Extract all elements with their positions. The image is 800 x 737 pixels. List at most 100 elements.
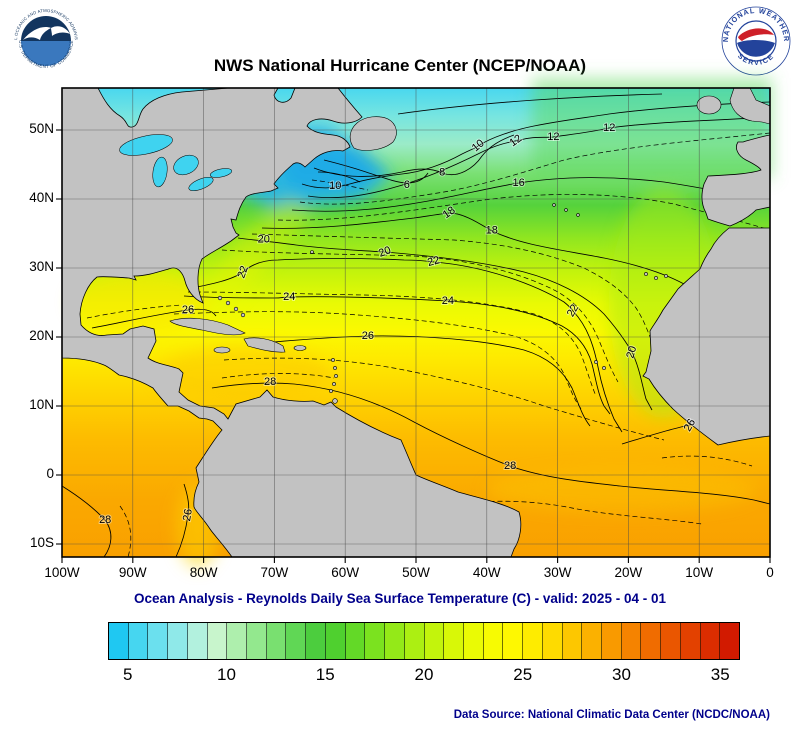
contour-label: 28 xyxy=(99,514,111,526)
colorbar-cell xyxy=(562,623,583,659)
bahamas-islet xyxy=(240,312,246,318)
colorbar-cell xyxy=(345,623,366,659)
contour-label: 26 xyxy=(181,508,195,522)
colorbar-cell xyxy=(168,623,188,659)
azores-islet xyxy=(576,213,580,217)
colorbar-cell xyxy=(365,623,386,659)
lon-tick-label: 70W xyxy=(260,565,289,580)
lake-huron xyxy=(173,154,199,176)
colorbar-cell xyxy=(720,623,739,659)
colorbar-tick-label: 35 xyxy=(710,665,730,684)
page-title: NWS National Hurricane Center (NCEP/NOAA… xyxy=(213,56,587,75)
lon-tick-label: 30W xyxy=(543,565,572,580)
cuba-island xyxy=(169,317,246,336)
lon-tick-label: 0 xyxy=(766,565,774,580)
colorbar-cell xyxy=(483,623,504,659)
colorbar-cell xyxy=(325,623,346,659)
noaa-sea xyxy=(21,41,71,66)
puerto-rico-island xyxy=(293,345,307,351)
contour-label: 22 xyxy=(426,254,441,269)
contour-label: 24 xyxy=(283,291,295,303)
lon-tick-label: 10W xyxy=(685,565,714,580)
lat-tick-label: 0 xyxy=(46,466,54,481)
contour-label: 28 xyxy=(504,460,516,472)
colorbar-cell xyxy=(601,623,622,659)
lake-michigan xyxy=(152,156,168,188)
contour-label: 26 xyxy=(362,330,374,342)
canary-islet xyxy=(644,272,648,276)
colorbar-cell xyxy=(582,623,602,659)
lon-tick-label: 20W xyxy=(614,565,643,580)
nws-logo: NATIONAL WEATHER SERVICE xyxy=(720,5,792,77)
americas-landmass xyxy=(61,87,522,558)
contour-label: 24 xyxy=(442,295,454,307)
colorbar-cell xyxy=(207,623,228,659)
lat-tick-label: 10S xyxy=(29,535,54,550)
caption: Ocean Analysis - Reynolds Daily Sea Surf… xyxy=(134,591,666,606)
antilles-islet xyxy=(333,366,337,370)
noaa-gull-icon xyxy=(23,27,51,40)
contour-label: 10 xyxy=(329,180,341,192)
grid-layer xyxy=(62,88,770,557)
contour-label: 16 xyxy=(513,177,525,189)
britain-island xyxy=(729,87,771,125)
hispaniola-island xyxy=(243,337,286,353)
colorbar-cell xyxy=(266,623,287,659)
bahamas-islet xyxy=(225,300,231,306)
lake-ontario xyxy=(209,168,233,178)
contour-label: 6 xyxy=(404,179,410,191)
colorbar-cell xyxy=(503,623,524,659)
map-area: 10 6 8 10 12 12 12 16 18 18 20 20 22 22 22 24 24 26 26 20 28… xyxy=(56,78,772,568)
noaa-logo: NATIONAL OCEANIC AND ATMOSPHERIC ADMINIS… xyxy=(8,1,82,77)
azores-islet xyxy=(564,208,568,212)
contour-label: 18 xyxy=(486,225,498,237)
nws-blue-wave xyxy=(737,40,775,57)
antilles-islet xyxy=(329,389,333,393)
colorbar-tick-label: 10 xyxy=(217,665,236,684)
lon-tick-label: 40W xyxy=(472,565,501,580)
colorbar xyxy=(108,622,740,660)
colorbar-cell xyxy=(128,623,149,659)
canary-islet xyxy=(664,274,668,278)
lon-tick-label: 80W xyxy=(189,565,218,580)
colorbar-cell xyxy=(227,623,248,659)
colorbar-cell xyxy=(247,623,267,659)
trinidad-island xyxy=(332,398,338,404)
contour-label: 20 xyxy=(258,234,270,246)
cape-verde-islet xyxy=(594,360,598,364)
colorbar-cell xyxy=(542,623,563,659)
colorbar-cell xyxy=(700,623,721,659)
contour-label: 12 xyxy=(603,122,615,134)
colorbar-cell xyxy=(444,623,464,659)
colorbar-cell xyxy=(424,623,445,659)
colorbar-cell xyxy=(286,623,307,659)
colorbar-cell xyxy=(187,623,208,659)
colorbar-cell xyxy=(641,623,662,659)
antilles-islet xyxy=(334,374,338,378)
colorbar-cell xyxy=(523,623,543,659)
colorbar-cell xyxy=(621,623,642,659)
colorbar-cell xyxy=(385,623,405,659)
colorbar-tick-label: 5 xyxy=(123,665,133,684)
lat-tick-label: 30N xyxy=(29,259,54,274)
lat-tick-label: 10N xyxy=(29,397,54,412)
lat-tick-label: 40N xyxy=(29,190,54,205)
nws-emblem: NATIONAL WEATHER SERVICE xyxy=(721,6,791,76)
lon-tick-label: 90W xyxy=(118,565,147,580)
contour-label: 28 xyxy=(264,376,276,388)
antilles-islet xyxy=(332,382,336,386)
colorbar-tick-label: 15 xyxy=(315,665,335,684)
contour-label: 12 xyxy=(547,131,559,143)
colorbar-tick-labels: 5 10 15 20 25 30 35 xyxy=(108,665,740,689)
colorbar-cell xyxy=(306,623,326,659)
colorbar-tick-label: 25 xyxy=(513,665,533,684)
ireland-island xyxy=(696,95,722,115)
tick-layer xyxy=(56,129,771,563)
jamaica-island xyxy=(213,346,231,354)
antilles-islet xyxy=(331,358,335,362)
colorbar-cell xyxy=(404,623,425,659)
noaa-emblem: NATIONAL OCEANIC AND ATMOSPHERIC ADMINIS… xyxy=(8,1,79,69)
cape-verde-islet xyxy=(602,366,606,370)
